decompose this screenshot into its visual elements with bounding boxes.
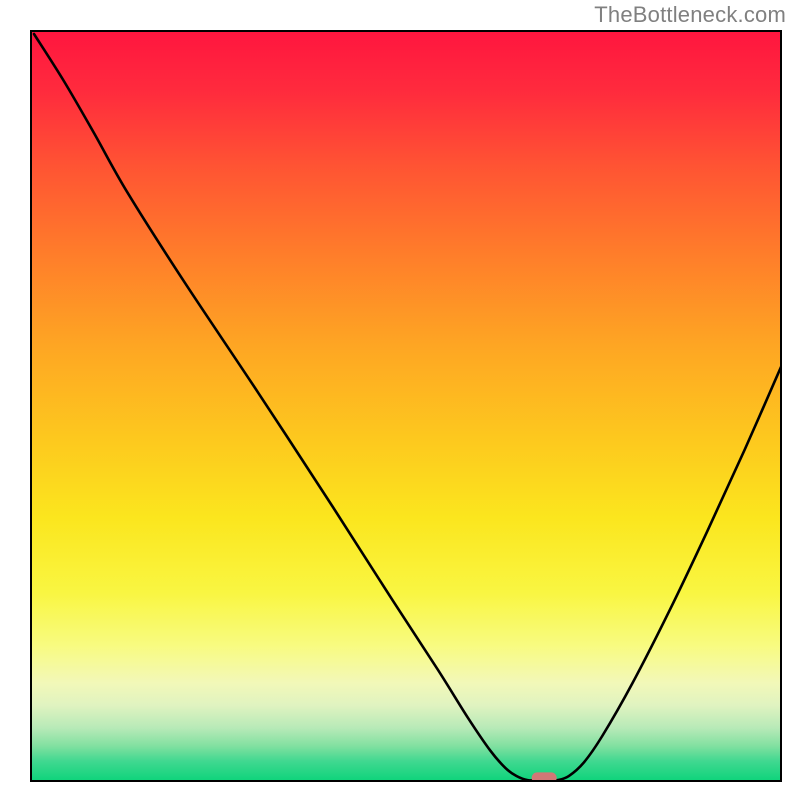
- chart-container: TheBottleneck.com: [0, 0, 800, 800]
- curve-svg: [34, 34, 782, 782]
- plot-area: [30, 30, 782, 782]
- bottleneck-curve: [34, 34, 782, 780]
- optimal-point-marker: [532, 773, 557, 782]
- watermark-text: TheBottleneck.com: [594, 2, 786, 28]
